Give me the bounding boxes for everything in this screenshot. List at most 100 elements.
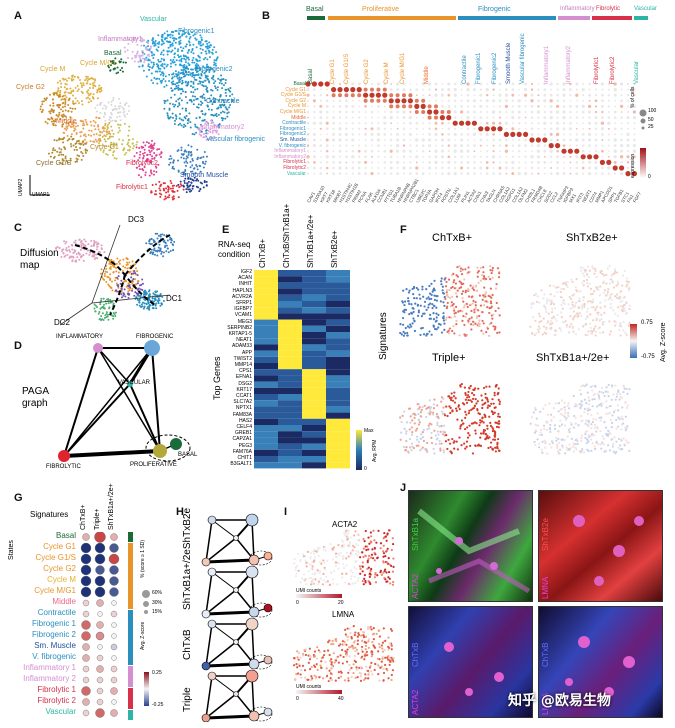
umap-point xyxy=(53,139,56,142)
f-umap-point xyxy=(616,314,620,318)
f-umap-point xyxy=(613,270,617,273)
dotplot-b-dot xyxy=(498,172,502,176)
f-umap-point xyxy=(609,296,612,299)
umap-point xyxy=(89,83,92,86)
f-umap-point xyxy=(497,415,500,418)
f-umap-point xyxy=(486,424,489,427)
diffusion-point xyxy=(145,302,148,305)
f-umap-point xyxy=(557,410,560,413)
g-size-15: 15% xyxy=(152,609,163,615)
heatmap-cell xyxy=(254,462,278,469)
f-umap-point xyxy=(603,320,606,324)
diffusion-point xyxy=(148,304,151,307)
dotplot-b-dot xyxy=(620,88,623,91)
dotplot-b-dot xyxy=(390,127,393,130)
dotplot-b-dot xyxy=(364,149,368,153)
dotplot-b-dot xyxy=(562,105,566,108)
umap-point xyxy=(204,50,207,53)
umap-point xyxy=(181,49,184,52)
f-umap-point xyxy=(605,432,608,435)
umap-point xyxy=(159,67,162,70)
f-umap-point xyxy=(435,316,438,319)
umap-point xyxy=(223,101,226,104)
f-umap-point xyxy=(453,332,456,335)
umap-point xyxy=(204,160,207,163)
f-umap-point xyxy=(458,280,461,283)
f-umap-point xyxy=(489,300,492,303)
dotplot-b-dot xyxy=(414,98,419,103)
umap-point xyxy=(181,79,184,82)
dotplot-b-dot xyxy=(466,161,470,164)
umap-point xyxy=(112,132,115,135)
f-umap-point xyxy=(565,325,568,328)
diffusion-point xyxy=(109,273,112,276)
umap-point xyxy=(190,31,193,34)
umap-point xyxy=(118,61,121,64)
umap-point xyxy=(208,81,211,84)
diffusion-point xyxy=(148,293,151,296)
dotplot-b-dot xyxy=(529,137,535,143)
f-umap-point xyxy=(495,283,498,286)
panel-h-paga xyxy=(201,513,273,722)
diffusion-point xyxy=(145,242,148,245)
umap-point xyxy=(115,72,118,75)
f-umap-point xyxy=(477,269,480,273)
dotplot-b-dot xyxy=(370,82,374,86)
dotplot-b-dot xyxy=(575,82,579,86)
g-row-label: Fibrogenic 2 xyxy=(31,630,76,639)
dotplot-b-dot xyxy=(569,116,572,119)
umap-point xyxy=(173,123,176,126)
dotplot-b-dot xyxy=(332,105,335,108)
dotplot-b-dot xyxy=(601,133,604,136)
f-umap-point xyxy=(567,428,570,431)
umap-point xyxy=(127,38,130,41)
diffusion-point xyxy=(120,279,123,282)
umap-point xyxy=(132,147,135,150)
f-title-shtxb1a2e: ShTxB1a+/2e+ xyxy=(536,352,610,364)
f-umap-point xyxy=(568,448,571,451)
f-umap-point xyxy=(565,416,568,420)
dotplot-b-dot xyxy=(524,144,527,147)
dotplot-b-dot xyxy=(505,155,508,158)
dotplot-b-dot xyxy=(498,138,502,142)
dotplot-b-dot xyxy=(376,138,381,142)
diffusion-point xyxy=(156,254,159,257)
f-umap-point xyxy=(591,398,594,401)
umap-point xyxy=(70,110,73,113)
umap-point xyxy=(168,158,171,161)
dotplot-b-dot xyxy=(351,127,354,130)
dotplot-b-dot xyxy=(357,172,361,176)
umap-point xyxy=(177,149,180,152)
f-umap-point xyxy=(454,311,457,314)
umap-point xyxy=(121,67,124,70)
umap-point xyxy=(192,172,195,175)
diffusion-point xyxy=(65,248,68,251)
f-umap-point xyxy=(463,304,466,307)
umap-point xyxy=(193,76,196,79)
dotplot-b-dot xyxy=(581,133,585,136)
umap-point xyxy=(58,111,61,114)
umap-point xyxy=(163,32,166,35)
umap-point xyxy=(59,89,62,92)
diffusion-point xyxy=(64,242,67,245)
b-legend-expr: expression xyxy=(630,153,636,178)
dotplot-b-dot xyxy=(479,166,483,170)
f-umap-point xyxy=(558,452,561,456)
dotplot-b-dot xyxy=(305,81,311,87)
umap-point xyxy=(122,108,125,111)
f-umap-point xyxy=(405,432,408,435)
umap-point xyxy=(160,43,163,46)
umap-point xyxy=(60,148,63,151)
f-umap-point xyxy=(553,427,557,430)
diffusion-point xyxy=(173,240,176,243)
umap-point xyxy=(203,96,206,99)
f-umap-point xyxy=(579,290,582,293)
heatmap-cell xyxy=(278,276,302,283)
umap-point xyxy=(177,56,180,59)
dotplot-b-dot xyxy=(510,131,516,137)
f-umap-point xyxy=(439,447,442,450)
umap-point xyxy=(205,45,208,48)
dotplot-b-dot xyxy=(594,105,598,108)
dotplot-b-dot xyxy=(530,161,534,164)
umap-point xyxy=(163,102,166,105)
